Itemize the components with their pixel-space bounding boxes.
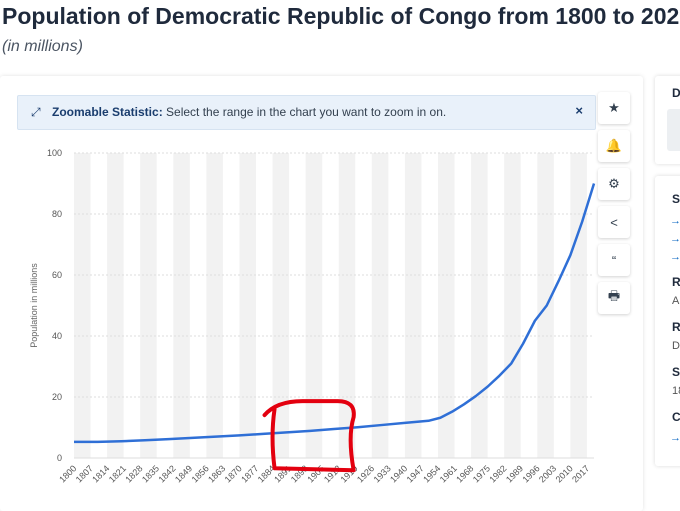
x-tick-label: 1933 (372, 463, 393, 484)
gear-icon: ⚙ (608, 176, 620, 191)
x-tick-label: 1947 (405, 463, 426, 484)
side-panel-text: S (672, 192, 680, 206)
x-tick-label: 2010 (554, 463, 575, 484)
close-icon[interactable]: × (575, 103, 583, 118)
x-tick-label: 1877 (239, 463, 260, 484)
arrow-right-icon[interactable]: → (670, 251, 680, 263)
gear-button[interactable]: ⚙ (598, 168, 630, 200)
share-button[interactable]: < (598, 206, 630, 238)
x-tick-label: 1828 (123, 463, 144, 484)
x-tick-label: 1821 (107, 463, 128, 484)
zoom-banner: ⤢ Zoomable Statistic: Select the range i… (17, 95, 596, 130)
side-panel-text: A (672, 295, 680, 307)
x-tick-label: 1975 (471, 463, 492, 484)
x-tick-label: 1912 (322, 463, 343, 484)
grid-stripe (173, 153, 190, 458)
grid-stripe (74, 153, 91, 458)
star-icon: ★ (608, 100, 620, 115)
side-panel-input[interactable] (667, 109, 680, 151)
x-tick-label: 1996 (520, 463, 541, 484)
x-tick-label: 1842 (156, 463, 177, 484)
annotation-box (262, 399, 356, 473)
x-tick-label: 2017 (570, 463, 591, 484)
x-tick-label: 1807 (74, 463, 95, 484)
star-button[interactable]: ★ (598, 92, 630, 124)
side-panel-text: D (672, 340, 680, 352)
side-panel-text: R (672, 320, 680, 334)
grid-stripe (272, 153, 290, 458)
grid-stripe (206, 153, 223, 458)
bell-button[interactable]: 🔔 (598, 130, 630, 162)
x-tick-label: 1940 (388, 463, 409, 484)
arrow-right-icon[interactable]: → (670, 233, 680, 245)
y-axis-label: Population in millions (29, 263, 39, 348)
grid-stripe (107, 153, 124, 458)
grid-stripe (140, 153, 157, 458)
x-tick-label: 1856 (190, 463, 211, 484)
y-tick-label: 80 (52, 209, 62, 219)
zoom-icon: ⤢ (31, 105, 41, 119)
x-tick-label: 1800 (57, 463, 78, 484)
zoom-banner-label: Zoomable Statistic: (52, 105, 163, 119)
side-panel-text: C (672, 410, 680, 424)
page-title: Population of Democratic Republic of Con… (2, 3, 680, 29)
grid-stripe (404, 153, 422, 458)
bell-icon: 🔔 (605, 138, 623, 153)
x-tick-label: 1926 (355, 463, 376, 484)
print-button[interactable]: 🖶 (598, 282, 630, 314)
grid-stripe (471, 153, 488, 458)
x-tick-label: 1982 (487, 463, 508, 484)
grid-stripe (239, 153, 256, 458)
y-tick-label: 20 (52, 392, 62, 402)
y-tick-label: 100 (47, 148, 62, 158)
y-tick-label: 0 (57, 453, 62, 463)
arrow-right-icon[interactable]: → (670, 432, 680, 444)
zoom-banner-text: Select the range in the chart you want t… (166, 105, 447, 119)
grid-stripe (305, 153, 323, 458)
x-tick-label: 2003 (537, 463, 558, 484)
page-subtitle: (in millions) (2, 38, 83, 55)
x-tick-label: 1863 (206, 463, 227, 484)
x-tick-label: 1919 (338, 463, 359, 484)
side-panel-text: S (672, 365, 680, 379)
x-tick-label: 1905 (305, 463, 326, 484)
x-tick-label: 1954 (421, 463, 442, 484)
side-panel-text: D (672, 86, 680, 100)
grid-stripe (570, 153, 587, 458)
x-tick-label: 1814 (90, 463, 111, 484)
grid-stripe (504, 153, 521, 458)
quote-button[interactable]: “ (598, 244, 630, 276)
x-tick-label: 1870 (223, 463, 244, 484)
arrow-right-icon[interactable]: → (670, 215, 680, 227)
side-panel-details (655, 176, 680, 466)
x-tick-label: 1849 (173, 463, 194, 484)
side-panel-text: R (672, 275, 680, 289)
x-tick-label: 1989 (504, 463, 525, 484)
grid-stripe (371, 153, 389, 458)
grid-stripe (438, 153, 455, 458)
x-tick-label: 1968 (454, 463, 475, 484)
print-icon: 🖶 (607, 288, 621, 303)
x-tick-label: 1961 (438, 463, 459, 484)
y-tick-label: 60 (52, 270, 62, 280)
x-tick-label: 1898 (289, 463, 310, 484)
quote-icon: “ (611, 252, 617, 268)
share-icon: < (610, 214, 618, 230)
series-line (74, 183, 596, 444)
x-tick-label: 1835 (140, 463, 161, 484)
grid-stripe (338, 153, 356, 458)
side-panel-text: 18 (672, 385, 680, 397)
y-tick-label: 40 (52, 331, 62, 341)
